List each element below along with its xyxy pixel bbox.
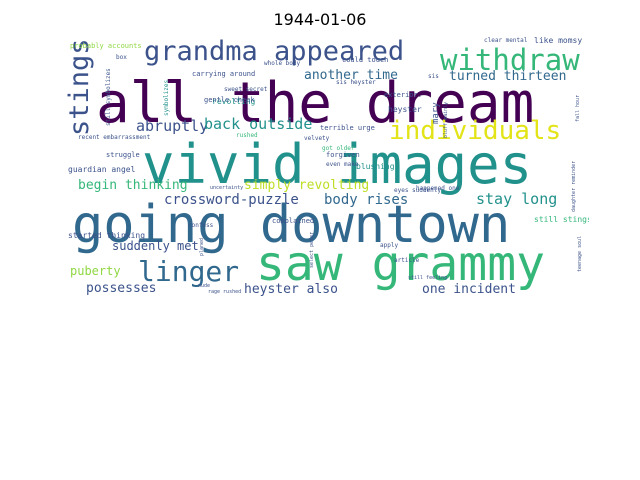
- word-struggle: struggle: [106, 151, 140, 159]
- word-back-outside: back outside: [204, 115, 313, 133]
- word-crossword-puzzle: crossword-puzzle: [164, 192, 299, 208]
- word-box: box: [116, 54, 127, 61]
- word-sweet-secret: sweet secret: [224, 86, 268, 93]
- word-abruptly: abruptly: [136, 117, 209, 135]
- word-still-symbolizes: still symbolizes: [105, 68, 112, 126]
- word-begin-thinking: begin thinking: [78, 178, 188, 193]
- word-clear-mental: clear mental: [484, 37, 528, 44]
- word-recent-embarrassment: recent embarrassment: [78, 134, 151, 141]
- word-velvety: velvety: [304, 135, 330, 142]
- word-sis-heyster: sis heyster: [336, 79, 376, 86]
- word-vertical-small-4: teenage soul: [577, 235, 583, 272]
- word-linger: linger: [138, 255, 240, 288]
- word-vertical-small-5: select peter: [309, 231, 315, 268]
- word-saw-grammy: saw grammy: [256, 236, 545, 292]
- word-blushing: blushing: [356, 162, 395, 171]
- word-even-make: even make: [326, 161, 359, 168]
- word-all-the-dream: all the dream: [96, 71, 535, 136]
- word-revolting: revolting: [212, 97, 256, 106]
- word-started-thinking: started thinking: [68, 231, 146, 240]
- word-symbolizes: symbolizes: [163, 79, 170, 116]
- word-going-downtown: going downtown: [72, 195, 511, 255]
- word-possesses: possesses: [86, 281, 157, 296]
- word-puberty: puberty: [70, 264, 121, 278]
- word-article: article: [394, 257, 420, 264]
- word-nude: nude: [198, 283, 211, 289]
- word-stings: stings: [64, 38, 95, 136]
- word-forgiven: forgiven: [326, 151, 360, 159]
- word-still-stings: still stings: [534, 215, 589, 224]
- word-gentle-cheek: gentle cheek: [204, 96, 255, 104]
- word-withdraw: withdraw: [440, 43, 580, 77]
- word-vertical-small-2: fall hour: [575, 94, 581, 122]
- word-guardian-angel: guardian angel: [68, 165, 136, 174]
- word-cloud: all the dream vivid images going downtow…: [64, 36, 589, 306]
- word-probably-accounts: probably accounts: [70, 42, 142, 50]
- word-terrible-urge: terrible urge: [320, 124, 375, 132]
- figure-title: 1944-01-06: [273, 10, 367, 29]
- word-mary: mary: [431, 102, 441, 124]
- word-turned-thirteen: turned thirteen: [449, 69, 567, 84]
- word-rushed: rushed: [236, 132, 258, 139]
- word-individuals: individuals: [389, 116, 562, 146]
- word-stay-long: stay long: [476, 190, 558, 208]
- word-heyster: heyster: [388, 105, 422, 114]
- word-could-touch: could touch: [342, 56, 389, 64]
- word-another-time: another time: [304, 68, 398, 83]
- word-complained: complained: [272, 217, 315, 225]
- word-sis: sis: [428, 73, 439, 80]
- word-apply: apply: [380, 242, 399, 249]
- word-heyster-also: heyster also: [244, 282, 338, 297]
- word-confess: confess: [188, 222, 214, 229]
- word-still-feeling: still feeling: [408, 275, 448, 281]
- word-got-older: got older: [322, 145, 355, 152]
- word-rage-rushed: rage rushed: [208, 289, 242, 295]
- word-happened-one: happened one: [416, 185, 460, 192]
- word-vertical-small-3: daughter reminder: [571, 160, 577, 212]
- word-body-rises: body rises: [324, 192, 409, 208]
- word-vivid-images: vivid images: [142, 133, 533, 196]
- word-carrying-around: carrying around: [192, 70, 256, 78]
- word-grandma-appeared: grandma appeared: [144, 36, 405, 67]
- word-whole-body: whole body: [264, 60, 301, 67]
- word-one-incident: one incident: [422, 282, 516, 297]
- word-suddenly-met: suddenly met: [112, 239, 199, 253]
- word-vertical-small-6: planed: [199, 237, 205, 256]
- word-eyes-suddenly: eyes suddenly: [394, 187, 441, 194]
- word-uncertainty: uncertainty: [210, 185, 244, 191]
- word-simply-revolting: simply revolting: [244, 178, 370, 193]
- word-vertical-small-1: bluff mainly: [443, 101, 449, 138]
- word-exterior: exterior.: [384, 91, 422, 99]
- word-like-momsy: like momsy: [534, 36, 583, 45]
